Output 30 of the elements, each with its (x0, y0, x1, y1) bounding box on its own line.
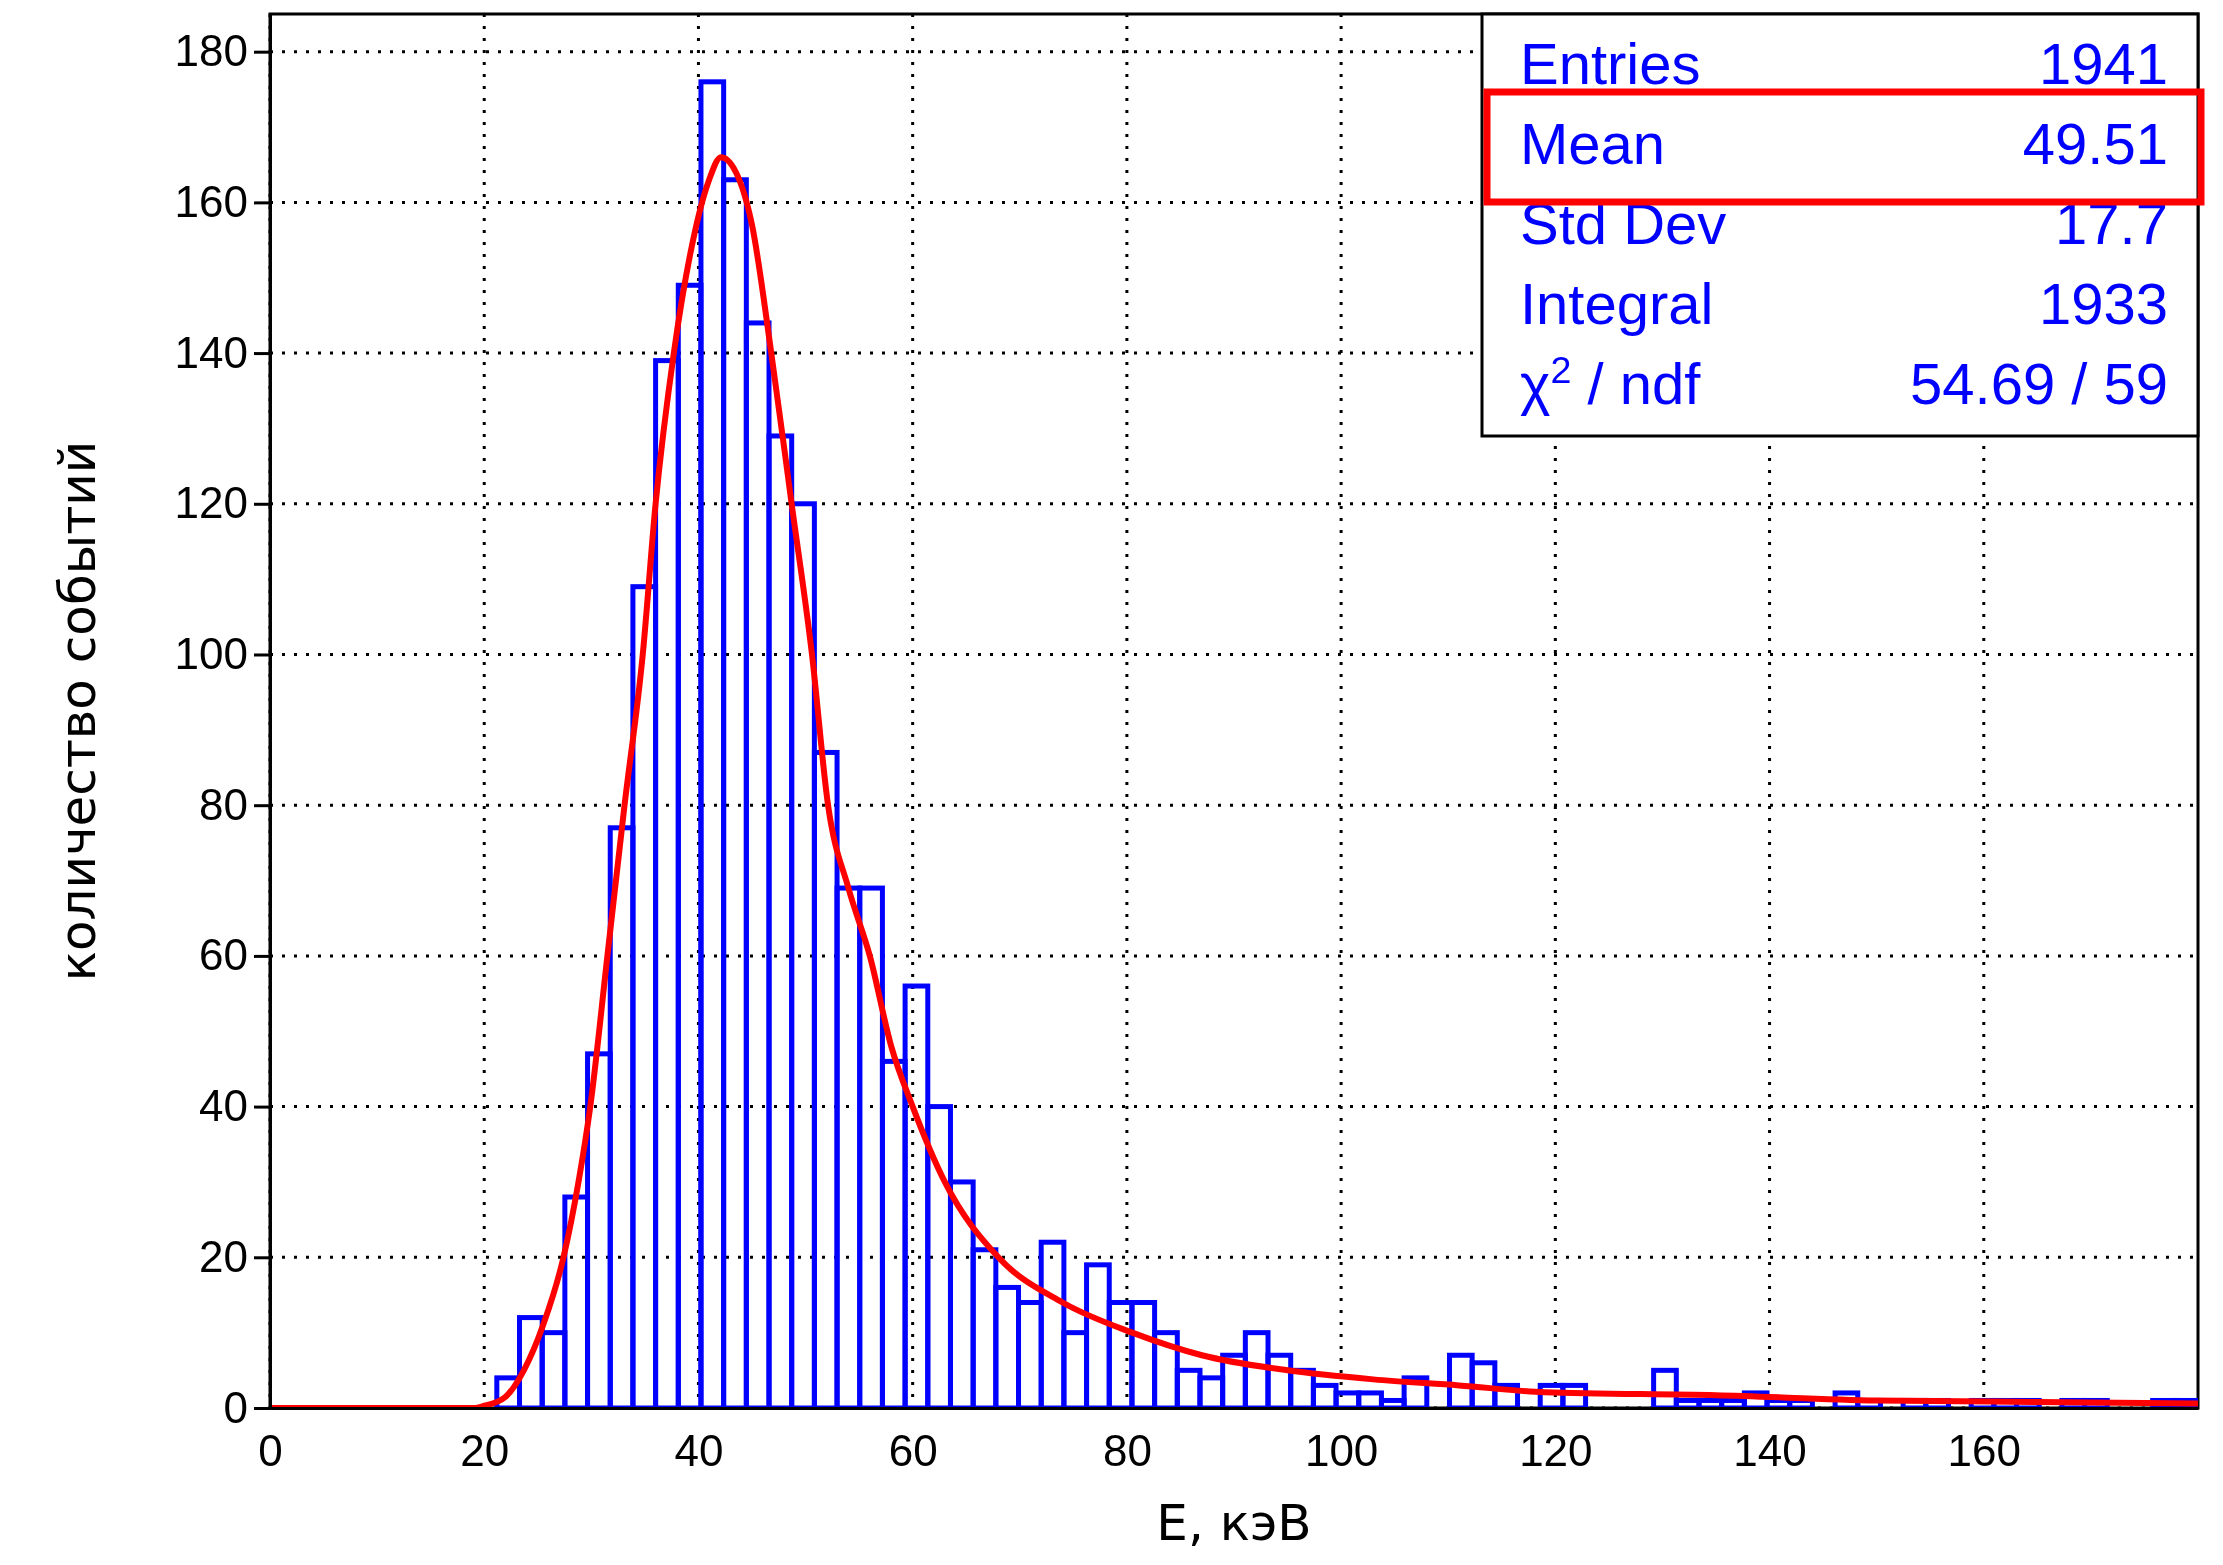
annotation: 54.69 / 59 (1910, 351, 2168, 416)
y-tick-label: 40 (199, 1081, 248, 1131)
annotation: χ$^{2}$ / ndf (1520, 349, 1702, 416)
annotation: 1933 (2038, 271, 2168, 336)
y-tick-label: 160 (174, 176, 248, 226)
annotation: Mean (1520, 111, 1666, 176)
x-tick-label: 100 (1304, 1425, 1379, 1475)
x-tick-label: 60 (888, 1425, 938, 1475)
x-tick-label: 80 (1102, 1425, 1152, 1475)
y-tick-label: 0 (223, 1382, 248, 1432)
annotation: Integral (1520, 271, 1714, 336)
x-axis-title: E, кэВ (1156, 1494, 1312, 1552)
y-axis-title: количество событий (49, 440, 107, 982)
y-tick-label: 180 (174, 26, 248, 76)
annotation: Std Dev (1520, 191, 1727, 256)
y-tick-label: 80 (199, 779, 248, 829)
annotation: 1941 (2038, 31, 2168, 96)
x-tick-label: 140 (1733, 1425, 1807, 1475)
annotation: 49.51 (2022, 111, 2168, 176)
x-tick-label: 20 (460, 1425, 510, 1475)
x-tick-label: 40 (674, 1425, 724, 1475)
annotation: Entries (1520, 31, 1701, 96)
x-tick-label: 120 (1519, 1425, 1593, 1475)
y-tick-label: 120 (174, 478, 248, 528)
y-tick-label: 140 (174, 327, 248, 377)
y-tick-label: 60 (199, 930, 248, 980)
y-tick-label: 100 (174, 629, 248, 679)
x-tick-label: 0 (258, 1425, 283, 1475)
y-tick-label: 20 (199, 1231, 248, 1281)
x-tick-label: 160 (1947, 1425, 2021, 1475)
